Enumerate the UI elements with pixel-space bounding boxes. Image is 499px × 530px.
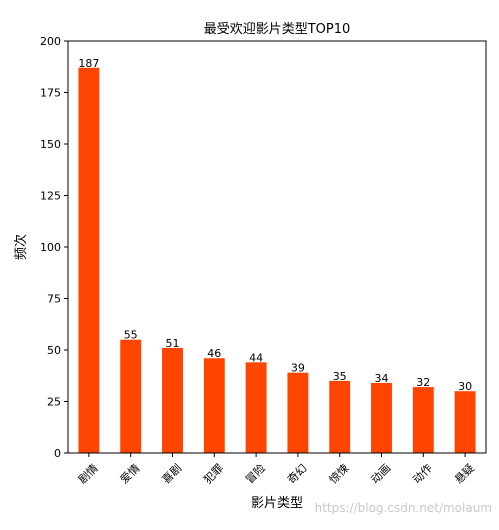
chart-title: 最受欢迎影片类型TOP10 — [204, 22, 351, 37]
bar — [203, 358, 225, 453]
bar — [454, 391, 476, 453]
bar-value-label: 39 — [291, 362, 305, 375]
bar-value-label: 55 — [124, 329, 138, 342]
x-tick-label: 动画 — [369, 462, 394, 487]
y-tick-label: 150 — [40, 138, 61, 151]
x-tick-label: 犯罪 — [201, 462, 226, 487]
x-tick-label: 爱情 — [118, 462, 143, 487]
bars-layer — [78, 67, 476, 453]
bar-value-label: 35 — [333, 370, 347, 383]
bar — [78, 67, 100, 453]
bar-value-label: 30 — [458, 380, 472, 393]
y-tick-label: 25 — [47, 396, 61, 409]
x-tick-label: 冒险 — [242, 461, 267, 486]
x-axis-label: 影片类型 — [251, 496, 303, 511]
x-axis-ticks: 剧情 爱情 喜剧 犯罪 冒险 奇幻 惊悚 动画 动作 悬疑 — [76, 453, 477, 486]
x-tick-label: 动作 — [410, 462, 435, 487]
plot-area-frame — [67, 40, 487, 454]
bar — [162, 347, 183, 453]
bar-value-label: 44 — [249, 351, 263, 364]
y-tick-label: 200 — [40, 35, 61, 48]
y-tick-label: 50 — [47, 344, 61, 357]
bar-value-label: 187 — [78, 57, 99, 70]
x-tick-label: 剧情 — [76, 462, 101, 487]
watermark-text: https://blog.csdn.net/molaum — [315, 501, 492, 515]
bar — [412, 387, 434, 453]
x-tick-label: 喜剧 — [160, 462, 185, 487]
y-tick-label: 100 — [40, 241, 61, 254]
bar — [371, 382, 392, 453]
y-tick-label: 175 — [40, 87, 61, 100]
x-tick-label: 奇幻 — [285, 462, 310, 487]
y-axis-ticks: 0 25 50 75 100 125 150 175 200 — [40, 35, 68, 460]
x-tick-label: 悬疑 — [452, 462, 477, 487]
bar-value-label: 32 — [416, 376, 430, 389]
bar — [245, 362, 267, 453]
y-tick-label: 0 — [54, 447, 61, 460]
x-tick-label: 惊悚 — [326, 461, 351, 486]
y-axis-label: 频次 — [13, 234, 29, 260]
data-labels-layer: 187 55 51 46 44 39 35 34 32 30 — [78, 57, 472, 393]
y-tick-label: 75 — [47, 293, 61, 306]
y-tick-label: 125 — [40, 190, 61, 203]
bar-value-label: 51 — [166, 337, 180, 350]
bar — [329, 380, 351, 453]
bar — [120, 339, 142, 453]
bar-value-label: 46 — [207, 347, 221, 360]
bar-value-label: 34 — [375, 372, 389, 385]
bar — [287, 372, 309, 453]
